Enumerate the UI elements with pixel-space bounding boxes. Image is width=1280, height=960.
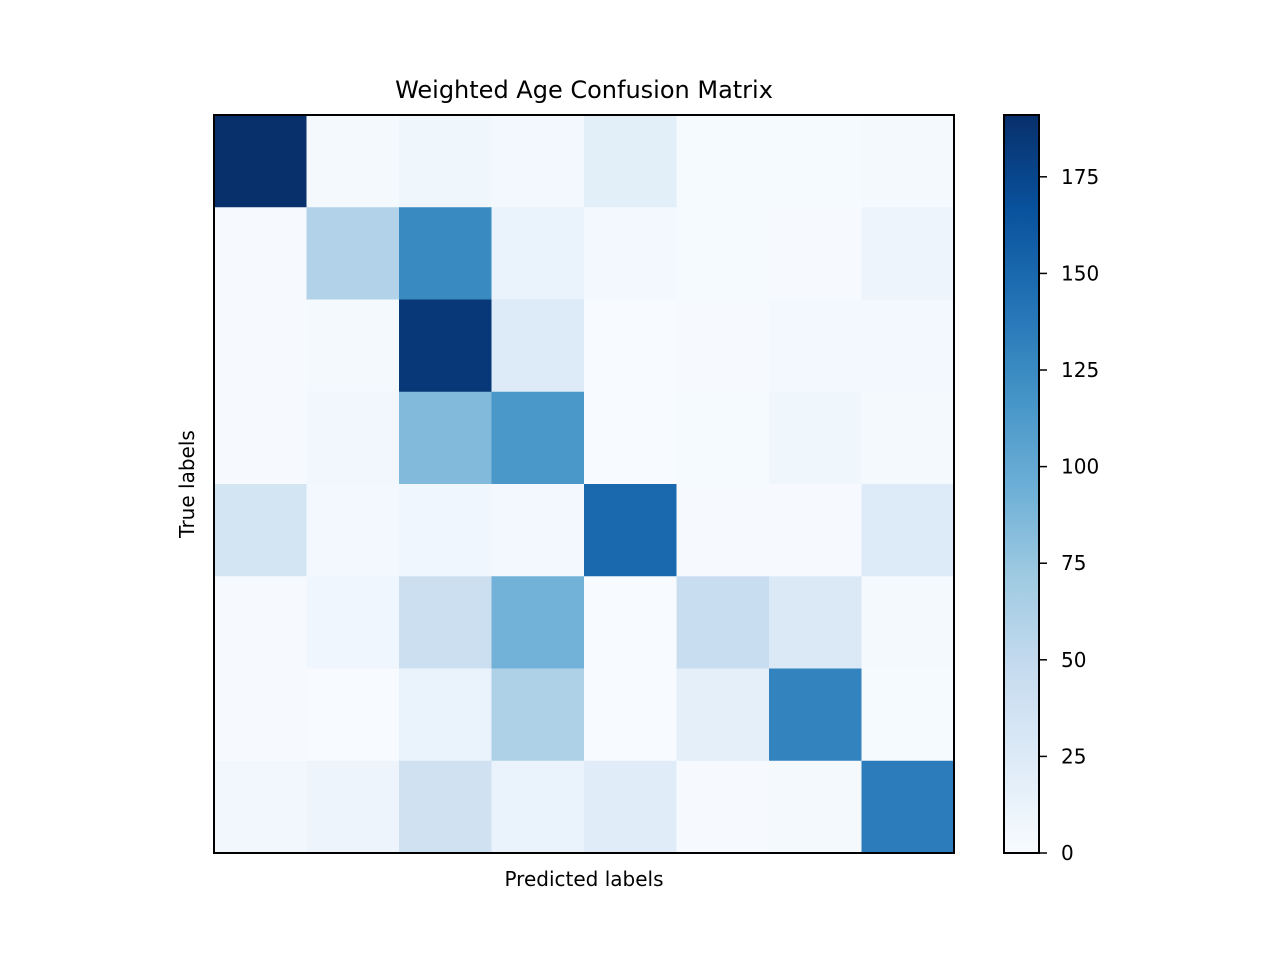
heatmap-cell-r5-c1 — [306, 576, 400, 669]
heatmap-cell-r0-c5 — [676, 115, 770, 208]
colorbar-tick-label: 0 — [1061, 841, 1074, 865]
heatmap-cell-r5-c0 — [214, 576, 307, 669]
heatmap-cell-r2-c6 — [769, 299, 862, 393]
heatmap-cells — [214, 115, 955, 854]
heatmap-cell-r5-c5 — [676, 576, 770, 669]
heatmap-cell-r1-c7 — [861, 207, 955, 300]
heatmap-cell-r1-c2 — [399, 207, 492, 300]
heatmap-cell-r3-c3 — [491, 391, 585, 485]
heatmap-cell-r2-c2 — [399, 299, 492, 393]
heatmap-cell-r1-c1 — [306, 207, 400, 300]
colorbar-tick-label: 75 — [1061, 551, 1086, 575]
heatmap-cell-r4-c6 — [769, 484, 862, 577]
colorbar-tick-label: 175 — [1061, 165, 1099, 189]
heatmap-cell-r0-c7 — [861, 115, 955, 208]
colorbar-tick-label: 100 — [1061, 455, 1099, 479]
heatmap-cell-r6-c3 — [491, 668, 585, 762]
heatmap-cell-r3-c7 — [861, 391, 955, 485]
x-axis-label: Predicted labels — [504, 867, 663, 891]
heatmap-cell-r4-c3 — [491, 484, 585, 577]
heatmap-cell-r1-c4 — [584, 207, 677, 300]
heatmap-cell-r6-c0 — [214, 668, 307, 762]
heatmap-cell-r1-c6 — [769, 207, 862, 300]
plot-frame — [213, 114, 955, 854]
heatmap-cell-r2-c7 — [861, 299, 955, 393]
heatmap-cell-r7-c7 — [861, 760, 955, 854]
heatmap-cell-r6-c5 — [676, 668, 770, 762]
colorbar-gradient — [1003, 114, 1040, 854]
heatmap-cell-r7-c3 — [491, 760, 585, 854]
heatmap-cell-r0-c2 — [399, 115, 492, 208]
heatmap-cell-r3-c2 — [399, 391, 492, 485]
colorbar-ticks: 0 25 50 75 100 125 150 175 — [1039, 165, 1099, 865]
colorbar-tick-label: 150 — [1061, 261, 1099, 285]
heatmap-cell-r1-c3 — [491, 207, 585, 300]
y-axis-label: True labels — [175, 430, 199, 539]
heatmap-cell-r3-c1 — [306, 391, 400, 485]
heatmap-cell-r4-c0 — [214, 484, 307, 577]
heatmap-cell-r2-c4 — [584, 299, 677, 393]
heatmap-cell-r4-c7 — [861, 484, 955, 577]
heatmap-cell-r5-c3 — [491, 576, 585, 669]
heatmap-cell-r0-c3 — [491, 115, 585, 208]
colorbar-tick-label: 50 — [1061, 648, 1086, 672]
heatmap-cell-r6-c1 — [306, 668, 400, 762]
heatmap-cell-r0-c0 — [214, 115, 307, 208]
heatmap-cell-r4-c4 — [584, 484, 677, 577]
heatmap-cell-r4-c2 — [399, 484, 492, 577]
heatmap-cell-r7-c6 — [769, 760, 862, 854]
heatmap-cell-r7-c5 — [676, 760, 770, 854]
heatmap-cell-r4-c5 — [676, 484, 770, 577]
heatmap-cell-r3-c5 — [676, 391, 770, 485]
heatmap-cell-r5-c6 — [769, 576, 862, 669]
heatmap-cell-r5-c2 — [399, 576, 492, 669]
heatmap-cell-r0-c6 — [769, 115, 862, 208]
heatmap-cell-r6-c6 — [769, 668, 862, 762]
colorbar: 0 25 50 75 100 125 150 175 — [1003, 114, 1099, 865]
heatmap-cell-r0-c1 — [306, 115, 400, 208]
heatmap-cell-r7-c1 — [306, 760, 400, 854]
heatmap-cell-r6-c2 — [399, 668, 492, 762]
heatmap-cell-r1-c5 — [676, 207, 770, 300]
heatmap-cell-r5-c4 — [584, 576, 677, 669]
colorbar-tick-label: 125 — [1061, 358, 1099, 382]
heatmap-cell-r4-c1 — [306, 484, 400, 577]
heatmap-cell-r5-c7 — [861, 576, 955, 669]
heatmap-cell-r2-c5 — [676, 299, 770, 393]
heatmap-cell-r0-c4 — [584, 115, 677, 208]
heatmap-cell-r7-c2 — [399, 760, 492, 854]
colorbar-tick-label: 25 — [1061, 744, 1086, 768]
heatmap-cell-r7-c0 — [214, 760, 307, 854]
heatmap-cell-r2-c3 — [491, 299, 585, 393]
heatmap-cell-r2-c0 — [214, 299, 307, 393]
heatmap-cell-r2-c1 — [306, 299, 400, 393]
heatmap-cell-r3-c6 — [769, 391, 862, 485]
chart-title: Weighted Age Confusion Matrix — [395, 76, 773, 104]
heatmap-cell-r7-c4 — [584, 760, 677, 854]
heatmap-cell-r6-c4 — [584, 668, 677, 762]
heatmap-cell-r3-c4 — [584, 391, 677, 485]
heatmap-cell-r6-c7 — [861, 668, 955, 762]
heatmap-cell-r1-c0 — [214, 207, 307, 300]
heatmap-cell-r3-c0 — [214, 391, 307, 485]
